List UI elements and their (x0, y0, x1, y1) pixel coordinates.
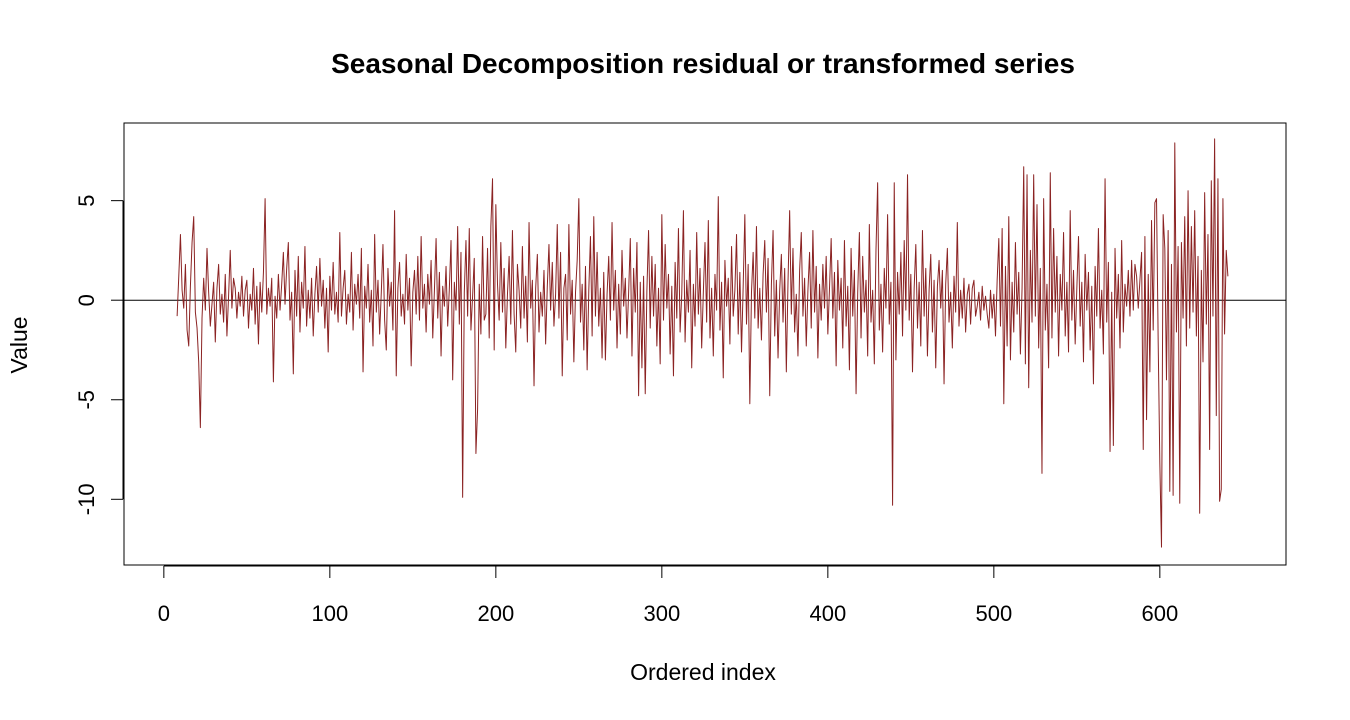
x-tick-label: 200 (477, 601, 514, 626)
y-axis: -10 -5 0 5 (74, 195, 124, 515)
x-axis: 0 100 200 300 400 500 600 (158, 565, 1178, 626)
chart-title: Seasonal Decomposition residual or trans… (331, 48, 1075, 79)
x-axis-label: Ordered index (630, 659, 776, 685)
series-layer (176, 138, 1229, 548)
plot-frame (123, 122, 1287, 566)
x-tick-label: 300 (643, 601, 680, 626)
x-tick-label: 600 (1141, 601, 1178, 626)
y-tick-label: 5 (74, 195, 99, 207)
y-tick-label: 0 (74, 294, 99, 306)
x-tick-label: 0 (158, 601, 170, 626)
x-tick-label: 100 (311, 601, 348, 626)
x-tick-label: 400 (809, 601, 846, 626)
x-tick-label: 500 (975, 601, 1012, 626)
series-line (176, 138, 1229, 548)
y-tick-label: -10 (74, 483, 99, 515)
y-axis-label: Value (6, 316, 32, 373)
y-tick-label: -5 (74, 390, 99, 410)
